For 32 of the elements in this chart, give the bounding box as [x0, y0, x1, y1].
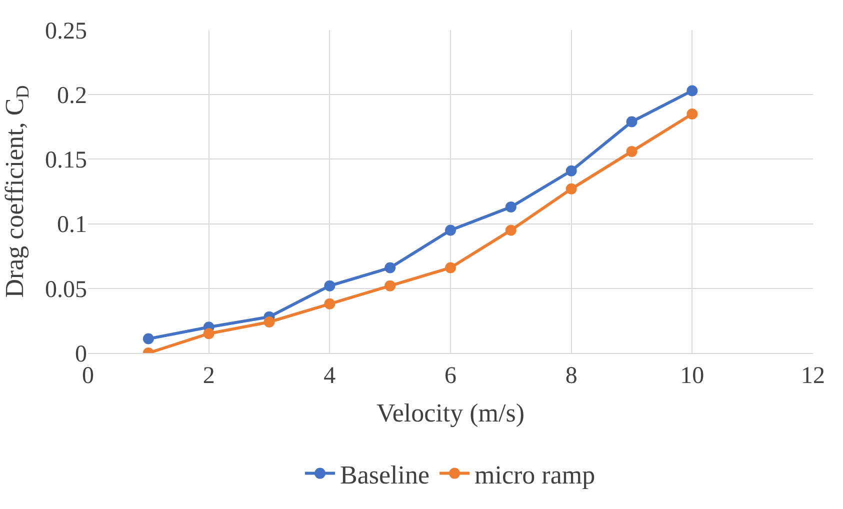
point: [384, 280, 396, 292]
point: [566, 183, 577, 194]
y-tick-label: 0: [75, 341, 87, 368]
x-tick-label: 4: [324, 362, 336, 389]
point: [626, 116, 638, 128]
point: [142, 333, 154, 344]
y-tick-label: 0.15: [45, 148, 87, 174]
point: [686, 85, 698, 96]
point: [686, 108, 698, 120]
point: [324, 280, 336, 292]
point: [626, 146, 638, 157]
y-tick-label: 0.25: [45, 18, 87, 44]
x-tick-label: 10: [680, 362, 704, 389]
y-tick-label: 0.1: [57, 212, 87, 238]
x-tick-label: 2: [202, 362, 215, 389]
point: [445, 224, 456, 236]
point: [505, 224, 516, 236]
point: [324, 298, 336, 310]
point: [505, 202, 516, 212]
y-tick-label: 0.05: [45, 276, 87, 303]
point: [566, 165, 577, 176]
point: [203, 328, 214, 340]
x-axis-title: Velocity (m/s): [376, 398, 525, 428]
point: [264, 316, 275, 328]
legend-label: Baseline: [340, 460, 430, 490]
point: [384, 262, 396, 274]
x-tick-label: 8: [565, 362, 578, 389]
x-tick-label: 6: [444, 362, 456, 389]
y-tick-label: 0.2: [57, 83, 87, 109]
x-tick-label: 12: [801, 362, 825, 389]
point: [445, 262, 456, 274]
legend-label: micro ramp: [474, 460, 596, 490]
